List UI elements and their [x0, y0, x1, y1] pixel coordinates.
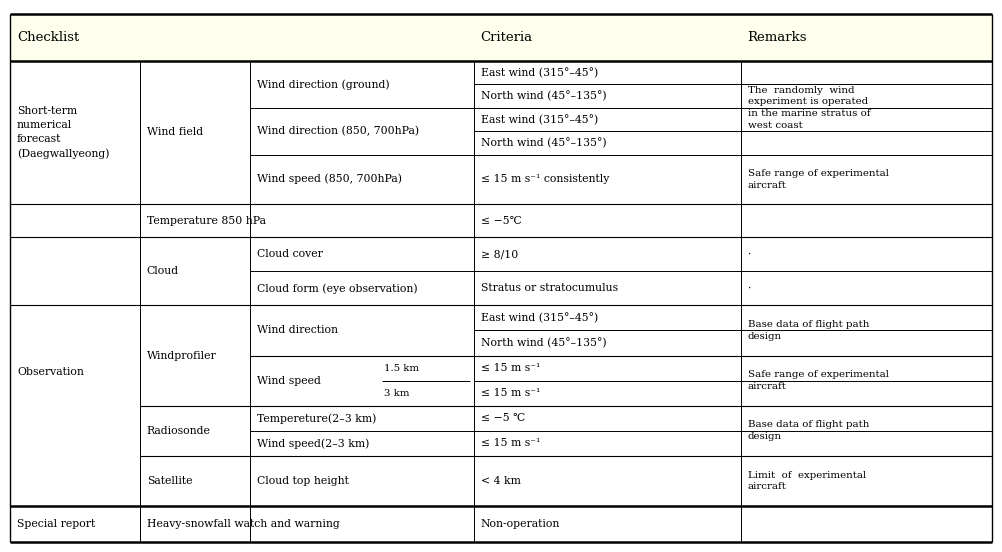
- Text: Special report: Special report: [17, 519, 95, 529]
- Text: ≤ −5℃: ≤ −5℃: [481, 215, 521, 226]
- Text: ≤ 15 m s⁻¹ consistently: ≤ 15 m s⁻¹ consistently: [481, 174, 609, 184]
- Text: Safe range of experimental
aircraft: Safe range of experimental aircraft: [747, 169, 889, 189]
- Text: Radiosonde: Radiosonde: [146, 426, 210, 436]
- Text: Windprofiler: Windprofiler: [146, 351, 216, 360]
- Text: Checklist: Checklist: [17, 31, 79, 44]
- Text: Short-term
numerical
forecast
(Daegwallyeong): Short-term numerical forecast (Daegwally…: [17, 106, 109, 158]
- Text: East wind (315°–45°): East wind (315°–45°): [481, 114, 598, 125]
- Text: Temperature 850 hPa: Temperature 850 hPa: [146, 215, 266, 226]
- Text: Criteria: Criteria: [481, 31, 533, 44]
- Text: ≤ 15 m s⁻¹: ≤ 15 m s⁻¹: [481, 363, 540, 373]
- Text: ≤ 15 m s⁻¹: ≤ 15 m s⁻¹: [481, 438, 540, 448]
- Text: Base data of flight path
design: Base data of flight path design: [747, 421, 869, 441]
- Text: ≤ 15 m s⁻¹: ≤ 15 m s⁻¹: [481, 388, 540, 398]
- Text: ≥ 8/10: ≥ 8/10: [481, 250, 518, 259]
- Text: Cloud top height: Cloud top height: [257, 476, 349, 486]
- Polygon shape: [10, 61, 992, 542]
- Text: 3 km: 3 km: [384, 389, 410, 397]
- Text: North wind (45°–135°): North wind (45°–135°): [481, 91, 606, 101]
- Text: North wind (45°–135°): North wind (45°–135°): [481, 137, 606, 148]
- Text: Limit  of  experimental
aircraft: Limit of experimental aircraft: [747, 471, 866, 491]
- Text: < 4 km: < 4 km: [481, 476, 520, 486]
- Text: East wind (315°–45°): East wind (315°–45°): [481, 312, 598, 323]
- Text: Base data of flight path
design: Base data of flight path design: [747, 320, 869, 341]
- Polygon shape: [10, 14, 992, 61]
- Text: Wind direction (850, 700hPa): Wind direction (850, 700hPa): [257, 126, 419, 136]
- Text: Cloud cover: Cloud cover: [257, 250, 323, 259]
- Text: Non-operation: Non-operation: [481, 519, 560, 529]
- Text: Wind direction: Wind direction: [257, 326, 338, 336]
- Text: Safe range of experimental
aircraft: Safe range of experimental aircraft: [747, 370, 889, 391]
- Text: Wind speed(2–3 km): Wind speed(2–3 km): [257, 438, 369, 449]
- Text: Tempereture(2–3 km): Tempereture(2–3 km): [257, 413, 376, 423]
- Text: 1.5 km: 1.5 km: [384, 364, 419, 373]
- Text: Cloud form (eye observation): Cloud form (eye observation): [257, 283, 417, 294]
- Text: Cloud: Cloud: [146, 267, 178, 277]
- Text: Heavy-snowfall watch and warning: Heavy-snowfall watch and warning: [146, 519, 340, 529]
- Text: ·: ·: [747, 250, 750, 259]
- Text: Observation: Observation: [17, 367, 84, 377]
- Text: The  randomly  wind
experiment is operated
in the marine stratus of
west coast: The randomly wind experiment is operated…: [747, 86, 870, 130]
- Text: ≤ −5 ℃: ≤ −5 ℃: [481, 413, 525, 423]
- Text: East wind (315°–45°): East wind (315°–45°): [481, 67, 598, 78]
- Text: Wind speed (850, 700hPa): Wind speed (850, 700hPa): [257, 174, 402, 184]
- Text: Wind field: Wind field: [146, 127, 202, 137]
- Text: Satellite: Satellite: [146, 476, 192, 486]
- Text: North wind (45°–135°): North wind (45°–135°): [481, 338, 606, 348]
- Text: Remarks: Remarks: [747, 31, 808, 44]
- Text: Wind speed: Wind speed: [257, 376, 321, 386]
- Text: ·: ·: [747, 283, 750, 293]
- Text: Wind direction (ground): Wind direction (ground): [257, 79, 389, 89]
- Text: Stratus or stratocumulus: Stratus or stratocumulus: [481, 283, 617, 293]
